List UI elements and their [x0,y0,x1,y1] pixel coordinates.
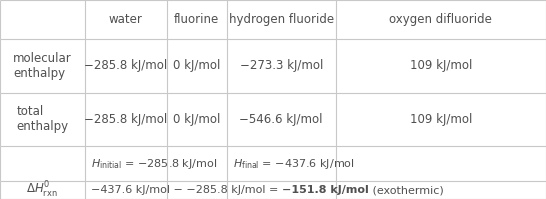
Text: water: water [109,13,143,26]
Text: −546.6 kJ/mol: −546.6 kJ/mol [240,113,323,126]
Text: 0 kJ/mol: 0 kJ/mol [173,59,220,72]
Text: −273.3 kJ/mol: −273.3 kJ/mol [240,59,323,72]
Text: 109 kJ/mol: 109 kJ/mol [410,113,472,126]
Text: (exothermic): (exothermic) [369,185,443,195]
Text: −437.6 kJ/mol − −285.8 kJ/mol =: −437.6 kJ/mol − −285.8 kJ/mol = [91,185,282,195]
Text: molecular
enthalpy: molecular enthalpy [13,52,72,80]
Text: $\mathit{H}_\mathrm{final}$ = −437.6 kJ/mol: $\mathit{H}_\mathrm{final}$ = −437.6 kJ/… [233,157,355,171]
Text: $\mathit{H}_\mathrm{initial}$ = −285.8 kJ/mol: $\mathit{H}_\mathrm{initial}$ = −285.8 k… [91,157,217,171]
Text: oxygen difluoride: oxygen difluoride [389,13,492,26]
Text: 0 kJ/mol: 0 kJ/mol [173,113,220,126]
Text: $\Delta H^0_\mathrm{rxn}$: $\Delta H^0_\mathrm{rxn}$ [27,180,58,199]
Text: −151.8 kJ/mol: −151.8 kJ/mol [282,185,369,195]
Text: fluorine: fluorine [174,13,219,26]
Text: total
enthalpy: total enthalpy [16,105,68,133]
Text: 109 kJ/mol: 109 kJ/mol [410,59,472,72]
Text: hydrogen fluoride: hydrogen fluoride [229,13,334,26]
Text: −285.8 kJ/mol: −285.8 kJ/mol [84,113,167,126]
Text: −285.8 kJ/mol: −285.8 kJ/mol [84,59,167,72]
